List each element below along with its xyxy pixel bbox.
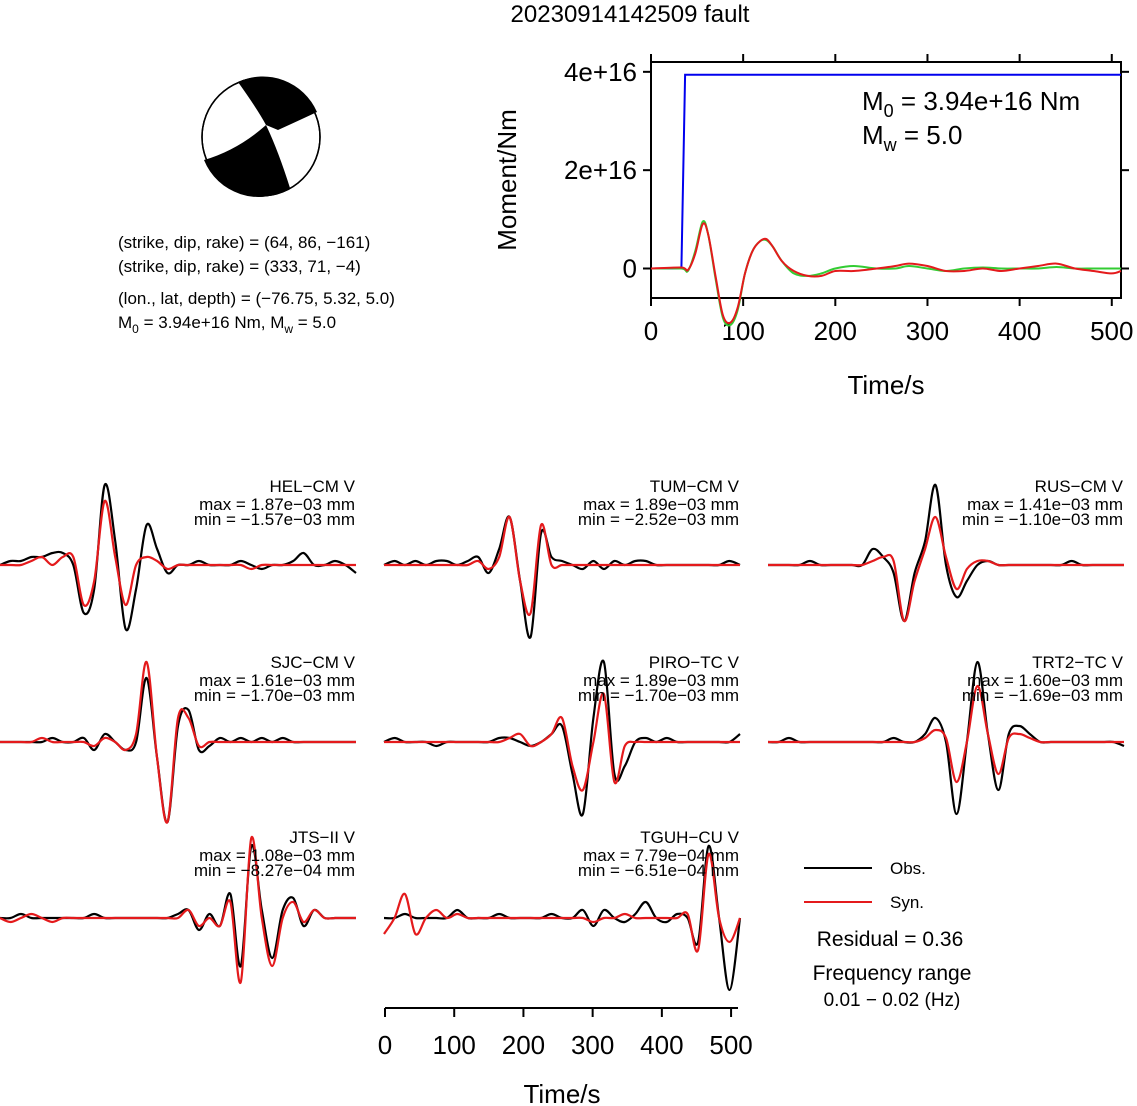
waveform-xtick-label: 100 — [433, 1030, 476, 1060]
synthetic-trace — [0, 660, 356, 824]
legend-obs-label: Obs. — [890, 859, 926, 878]
moment-xtick-label: 500 — [1090, 316, 1133, 346]
moment-lines — [650, 73, 1122, 327]
moment-chart: 0 2e+16 4e+16 0 100 200 300 400 500 Moment/Nm T… — [492, 54, 1133, 400]
station-min: min = −1.69e−03 mm — [962, 686, 1123, 705]
moment-xtick-label: 400 — [998, 316, 1041, 346]
waveform-time-axis: Time/s 0 100 200 300 400 500 — [378, 1007, 753, 1106]
moment-xtick-label: 200 — [814, 316, 857, 346]
synthetic-trace — [0, 835, 356, 984]
moment-ytick-label: 0 — [623, 254, 637, 284]
waveform-xlabel: Time/s — [523, 1079, 600, 1106]
waveform-xtick-label: 200 — [502, 1030, 545, 1060]
station-min: min = −6.51e−04 mm — [578, 861, 739, 880]
station-name: JTS−II V — [289, 828, 355, 847]
synthetic-trace — [383, 692, 740, 792]
residual-label: Residual = 0.36 — [817, 928, 964, 951]
synthetic-trace — [767, 515, 1124, 623]
station-max: max = 7.79e−04 mm — [583, 846, 739, 865]
waveform-xtick-label: 500 — [709, 1030, 752, 1060]
beachball — [201, 76, 321, 197]
station-max: max = 1.08e−03 mm — [199, 846, 355, 865]
figure-title: 20230914142509 fault — [511, 1, 750, 28]
mechanism-line-3: (lon., lat, depth) = (−76.75, 5.32, 5.0) — [118, 289, 395, 308]
moment-rate-line-red — [650, 222, 1122, 325]
observed-trace — [0, 482, 357, 632]
frequency-label: Frequency range — [813, 962, 972, 985]
station-min: min = −1.10e−03 mm — [962, 510, 1123, 529]
station-max: max = 1.89e−03 mm — [583, 495, 739, 514]
station-max: max = 1.89e−03 mm — [583, 671, 739, 690]
observed-trace — [383, 515, 741, 639]
moment-xlabel: Time/s — [847, 370, 924, 400]
station-min: min = −1.57e−03 mm — [194, 510, 355, 529]
moment-mw-label: Mw = 5.0 — [862, 120, 962, 155]
station-max: max = 1.60e−03 mm — [967, 671, 1123, 690]
legend-syn-label: Syn. — [890, 893, 924, 912]
station-min: min = −1.70e−03 mm — [194, 686, 355, 705]
waveform-xtick-label: 0 — [378, 1030, 392, 1060]
station-name: TGUH−CU V — [640, 828, 739, 847]
station-name: TUM−CM V — [650, 477, 740, 496]
moment-xtick-label: 100 — [721, 316, 764, 346]
moment-ylabel: Moment/Nm — [492, 109, 522, 251]
moment-xtick-label: 0 — [644, 316, 658, 346]
moment-chart-frame — [650, 61, 1122, 299]
station-min: min = −1.70e−03 mm — [578, 686, 739, 705]
station-max: max = 1.87e−03 mm — [199, 495, 355, 514]
mechanism-line-1: (strike, dip, rake) = (64, 86, −161) — [118, 233, 370, 252]
moment-yticks: 0 2e+16 4e+16 — [564, 57, 1129, 284]
synthetic-trace — [767, 684, 1124, 784]
moment-xticks: 0 100 200 300 400 500 — [644, 54, 1133, 346]
waveform-xtick-label: 300 — [571, 1030, 614, 1060]
station-name: RUS−CM V — [1035, 477, 1124, 496]
beachball-quadrant-lower — [204, 125, 290, 197]
moment-ytick-label: 4e+16 — [564, 57, 637, 87]
legend: Obs. Syn. — [804, 859, 926, 912]
moment-xtick-label: 300 — [906, 316, 949, 346]
station-max: max = 1.61e−03 mm — [199, 671, 355, 690]
synthetic-trace — [383, 852, 742, 953]
mechanism-line-2: (strike, dip, rake) = (333, 71, −4) — [118, 257, 361, 276]
station-name: SJC−CM V — [270, 653, 355, 672]
mechanism-line-4: M0 = 3.94e+16 Nm, Mw = 5.0 — [118, 313, 336, 336]
frequency-value: 0.01 − 0.02 (Hz) — [824, 990, 961, 1011]
station-min: min = −8.27e−04 mm — [194, 861, 355, 880]
waveform-xtick-label: 400 — [640, 1030, 683, 1060]
station-name: HEL−CM V — [270, 477, 356, 496]
synthetic-trace — [0, 499, 356, 607]
station-max: max = 1.41e−03 mm — [967, 495, 1123, 514]
station-min: min = −2.52e−03 mm — [578, 510, 739, 529]
synthetic-trace — [383, 515, 740, 617]
moment-ytick-label: 2e+16 — [564, 155, 637, 185]
mechanism-info: (strike, dip, rake) = (64, 86, −161) (st… — [118, 233, 395, 336]
station-name: TRT2−TC V — [1032, 653, 1124, 672]
moment-m0-label: M0 = 3.94e+16 Nm — [862, 86, 1080, 121]
station-name: PIRO−TC V — [649, 653, 740, 672]
